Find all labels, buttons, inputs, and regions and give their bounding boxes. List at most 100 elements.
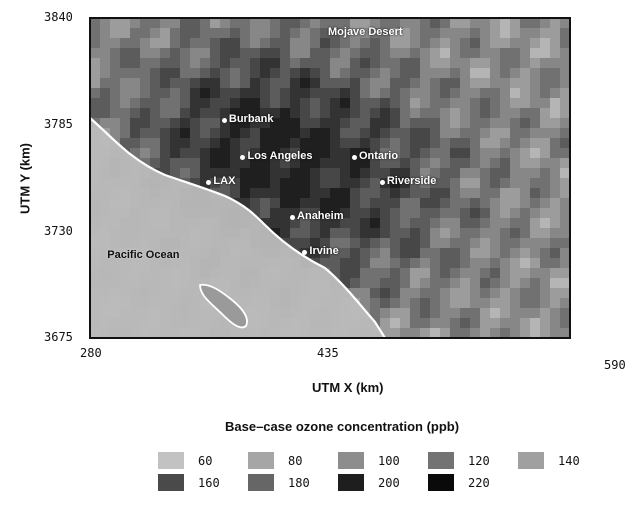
ozone-grid-cell xyxy=(460,148,471,159)
ozone-grid-cell xyxy=(540,238,551,249)
ozone-grid-cell xyxy=(440,158,451,169)
ozone-grid-cell xyxy=(480,228,491,239)
ozone-grid-cell xyxy=(160,38,171,49)
ozone-grid-cell xyxy=(500,168,511,179)
ozone-grid-cell xyxy=(190,18,201,29)
ozone-grid-cell xyxy=(380,158,391,169)
ozone-grid-cell xyxy=(450,298,461,309)
legend-swatch xyxy=(248,452,274,469)
ozone-grid-cell xyxy=(490,78,501,89)
ozone-grid-cell xyxy=(360,38,371,49)
ozone-grid-cell xyxy=(550,298,561,309)
ozone-grid-cell xyxy=(170,28,181,39)
ozone-grid-cell xyxy=(150,118,161,129)
ozone-grid-cell xyxy=(460,288,471,299)
ozone-grid-cell xyxy=(520,28,531,39)
ozone-grid-cell xyxy=(130,148,141,159)
ozone-grid-cell xyxy=(160,48,171,59)
ozone-grid-cell xyxy=(330,118,341,129)
ozone-grid-cell xyxy=(480,58,491,69)
ozone-grid-cell xyxy=(290,128,301,139)
ozone-grid-cell xyxy=(420,288,431,299)
ozone-grid-cell xyxy=(120,18,131,29)
ozone-grid-cell xyxy=(230,188,241,199)
ozone-grid-cell xyxy=(350,218,361,229)
ozone-grid-cell xyxy=(370,68,381,79)
ozone-grid-cell xyxy=(210,28,221,39)
ozone-grid-cell xyxy=(130,118,141,129)
ozone-grid-cell xyxy=(530,38,541,49)
ozone-grid-cell xyxy=(310,208,321,219)
ozone-grid-cell xyxy=(140,78,151,89)
ozone-grid-cell xyxy=(400,158,411,169)
ozone-grid-cell xyxy=(340,138,351,149)
ozone-grid-cell xyxy=(330,188,341,199)
ozone-grid-cell xyxy=(460,328,471,338)
ozone-grid-cell xyxy=(280,178,291,189)
ozone-grid-cell xyxy=(290,88,301,99)
ozone-grid-cell xyxy=(90,18,101,29)
ozone-grid-cell xyxy=(150,48,161,59)
place-label: Ontario xyxy=(358,149,399,162)
ozone-grid-cell xyxy=(410,138,421,149)
ozone-grid-cell xyxy=(530,298,541,309)
ozone-grid-cell xyxy=(300,128,311,139)
ozone-grid-cell xyxy=(120,38,131,49)
ozone-grid-cell xyxy=(400,118,411,129)
ozone-grid-cell xyxy=(350,288,361,299)
ozone-grid-cell xyxy=(340,88,351,99)
ozone-grid-cell xyxy=(330,68,341,79)
ozone-grid-cell xyxy=(530,58,541,69)
ozone-grid-cell xyxy=(470,308,481,319)
ozone-grid-cell xyxy=(310,218,321,229)
ozone-grid-cell xyxy=(350,188,361,199)
ozone-grid-cell xyxy=(460,298,471,309)
ozone-grid-cell xyxy=(340,238,351,249)
ozone-grid-cell xyxy=(420,68,431,79)
ozone-grid-cell xyxy=(560,158,570,169)
ozone-grid-cell xyxy=(310,88,321,99)
ozone-grid-cell xyxy=(550,308,561,319)
ozone-grid-cell xyxy=(430,238,441,249)
ozone-grid-cell xyxy=(230,148,241,159)
ozone-grid-cell xyxy=(330,198,341,209)
ozone-grid-cell xyxy=(390,38,401,49)
ozone-grid-cell xyxy=(400,18,411,29)
ozone-grid-cell xyxy=(230,158,241,169)
ozone-grid-cell xyxy=(550,218,561,229)
ozone-grid-cell xyxy=(350,38,361,49)
ozone-grid-cell xyxy=(390,98,401,109)
ozone-grid-cell xyxy=(380,108,391,119)
ozone-grid-cell xyxy=(360,108,371,119)
ozone-grid-cell xyxy=(550,68,561,79)
ozone-grid-cell xyxy=(530,248,541,259)
ozone-grid-cell xyxy=(260,58,271,69)
ozone-grid-cell xyxy=(380,58,391,69)
ozone-grid-cell xyxy=(310,138,321,149)
place-marker xyxy=(221,117,227,123)
ozone-grid-cell xyxy=(470,278,481,289)
ozone-grid-cell xyxy=(550,198,561,209)
ozone-grid-cell xyxy=(510,208,521,219)
ozone-grid-cell xyxy=(380,228,391,239)
ozone-grid-cell xyxy=(380,308,391,319)
ozone-grid-cell xyxy=(450,328,461,338)
ozone-grid-cell xyxy=(400,188,411,199)
ozone-grid-cell xyxy=(470,98,481,109)
ozone-grid-cell xyxy=(550,118,561,129)
ozone-grid-cell xyxy=(320,228,331,239)
ozone-grid-cell xyxy=(480,158,491,169)
ozone-grid-cell xyxy=(170,128,181,139)
ozone-grid-cell xyxy=(300,238,311,249)
ozone-grid-cell xyxy=(500,298,511,309)
ozone-grid-cell xyxy=(430,178,441,189)
ozone-grid-cell xyxy=(390,78,401,89)
ozone-grid-cell xyxy=(400,268,411,279)
ozone-grid-cell xyxy=(90,28,101,39)
ozone-grid-cell xyxy=(370,88,381,99)
ozone-grid-cell xyxy=(340,78,351,89)
ozone-grid-cell xyxy=(320,188,331,199)
ozone-grid-cell xyxy=(340,38,351,49)
ozone-grid-cell xyxy=(520,148,531,159)
ozone-grid-cell xyxy=(320,88,331,99)
